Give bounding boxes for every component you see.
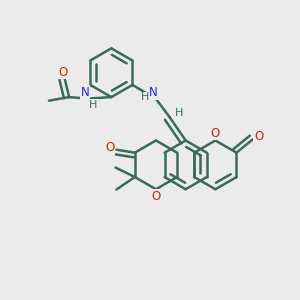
Text: H: H xyxy=(175,108,183,118)
Text: O: O xyxy=(151,190,160,203)
Text: N: N xyxy=(81,86,90,99)
Text: H: H xyxy=(89,100,97,110)
Text: O: O xyxy=(254,130,263,143)
Text: H: H xyxy=(141,92,150,102)
Text: O: O xyxy=(211,127,220,140)
Text: O: O xyxy=(105,141,115,154)
Text: N: N xyxy=(149,86,158,99)
Text: O: O xyxy=(58,66,68,79)
